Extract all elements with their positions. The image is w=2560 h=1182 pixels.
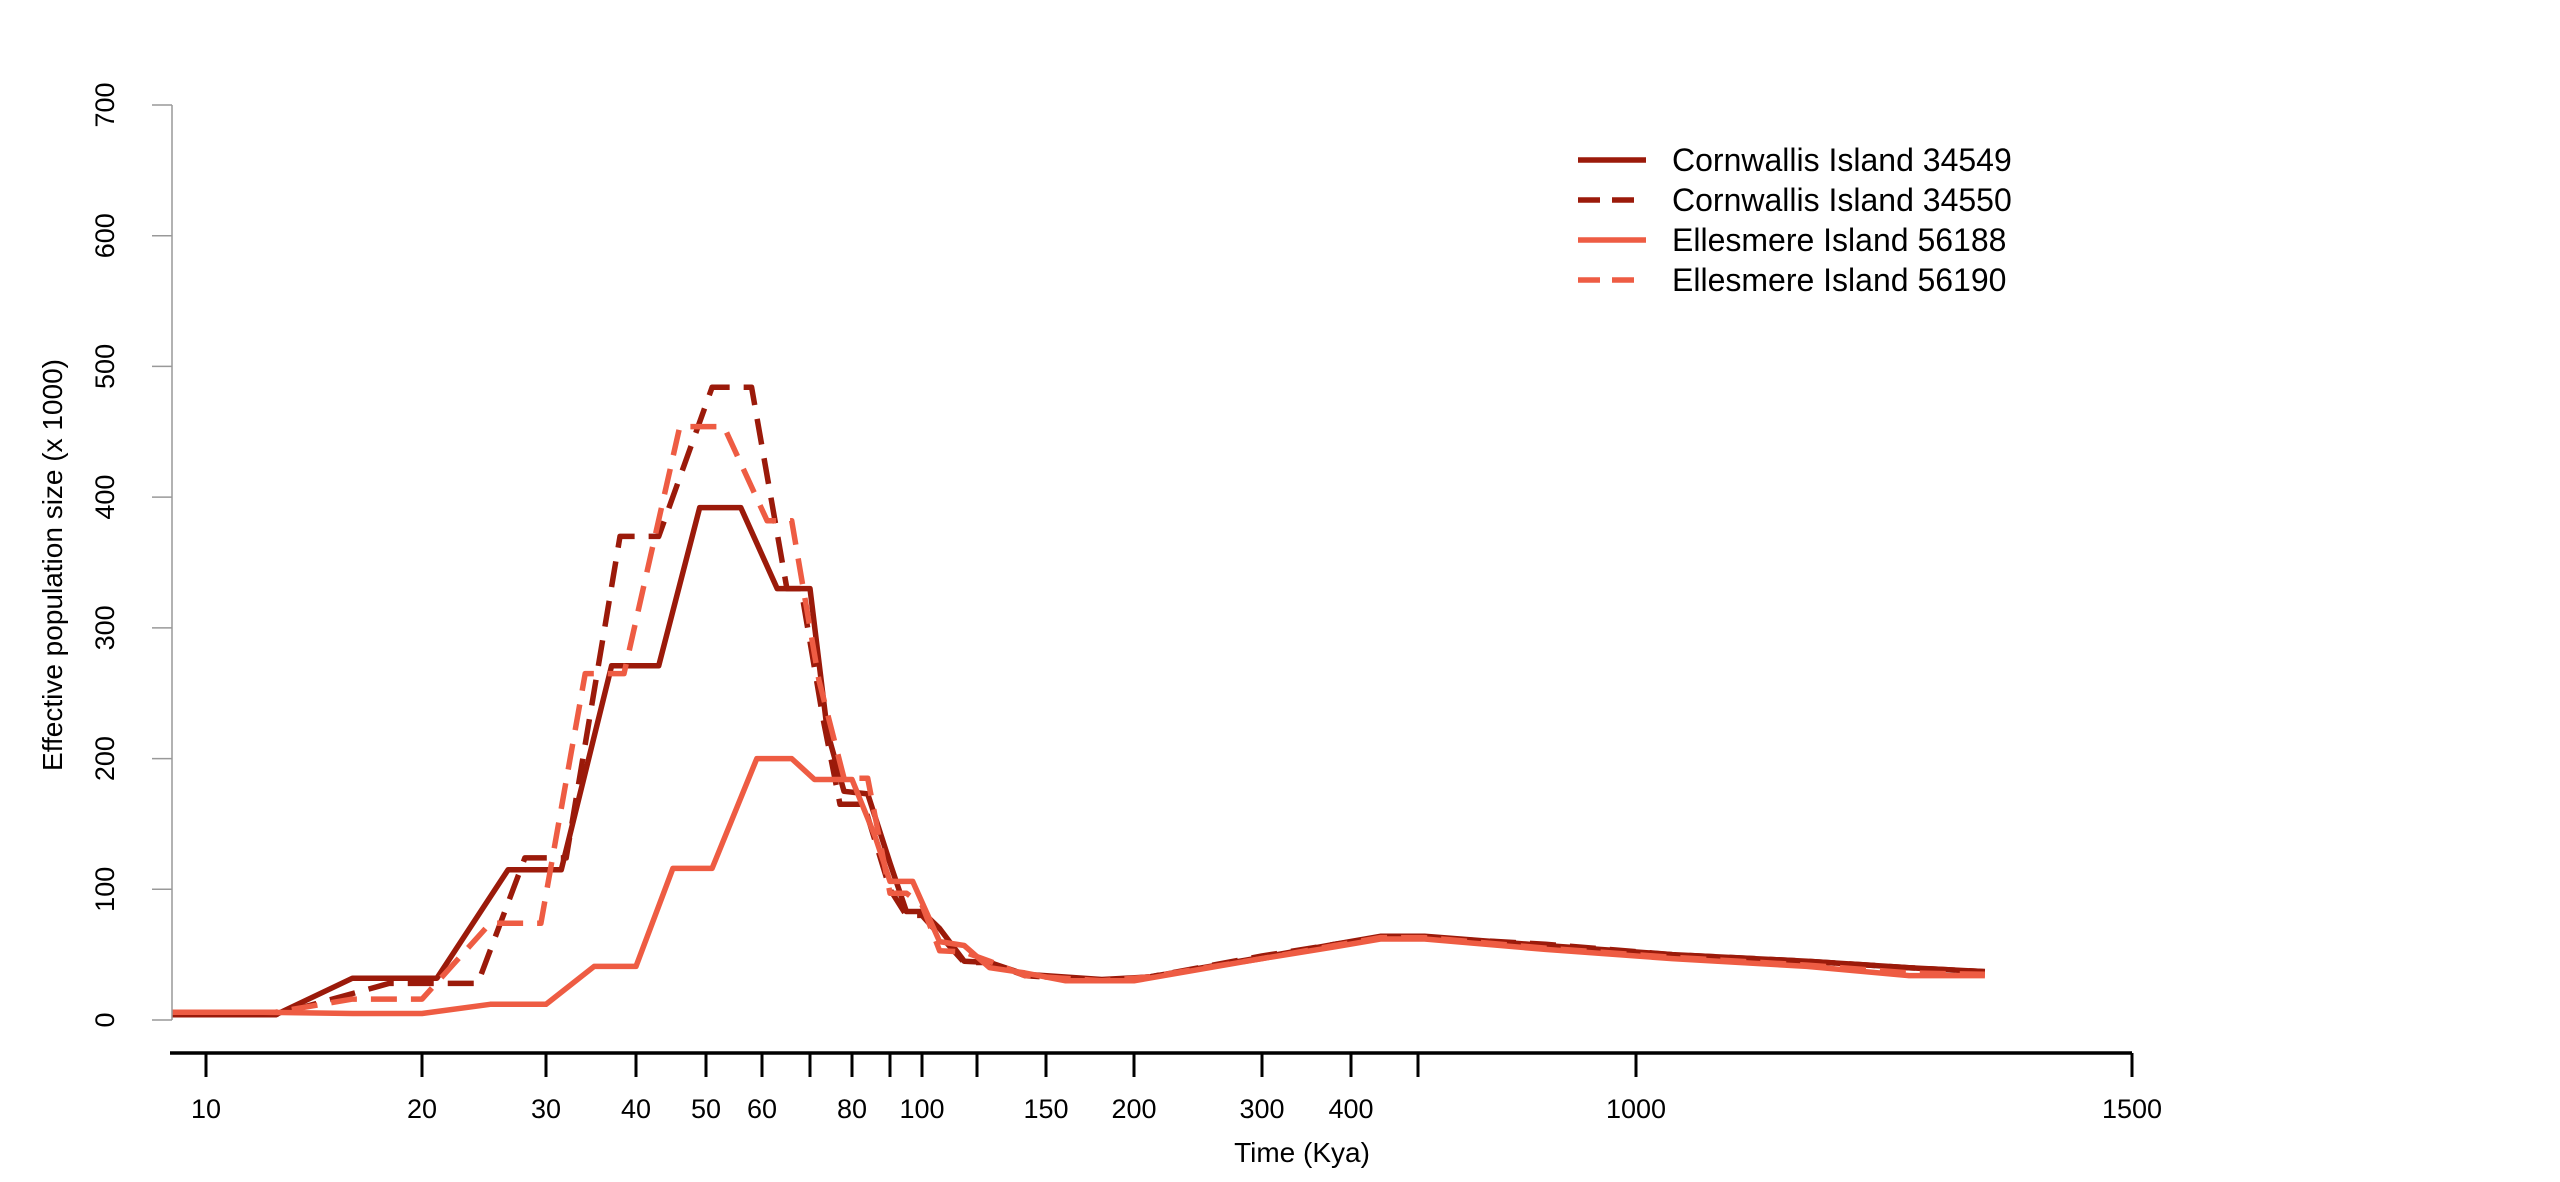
x-tick-label: 1000 bbox=[1606, 1094, 1666, 1124]
legend-label: Ellesmere Island 56188 bbox=[1672, 222, 2006, 258]
plot-series bbox=[172, 384, 1986, 1018]
y-tick-label: 200 bbox=[90, 736, 120, 781]
y-axis-ticks: 0 100 200 300 400 500 600 700 bbox=[90, 82, 172, 1028]
y-tick-label: 300 bbox=[90, 605, 120, 650]
y-tick-label: 0 bbox=[90, 1012, 120, 1027]
x-tick-label: 400 bbox=[1328, 1094, 1373, 1124]
series-line-1 bbox=[172, 504, 1986, 1018]
y-tick-label: 700 bbox=[90, 82, 120, 127]
y-tick-label: 100 bbox=[90, 867, 120, 912]
legend-label: Cornwallis Island 34550 bbox=[1672, 182, 2012, 218]
y-axis-title: Effective population size (x 1000) bbox=[37, 359, 68, 771]
x-tick-label: 30 bbox=[531, 1094, 561, 1124]
legend: Cornwallis Island 34549 Cornwallis Island… bbox=[1578, 142, 2012, 298]
x-tick-label: 10 bbox=[191, 1094, 221, 1124]
x-tick-label: 20 bbox=[407, 1094, 437, 1124]
series-line-2 bbox=[172, 384, 1986, 1018]
x-tick-label: 50 bbox=[691, 1094, 721, 1124]
x-axis-title: Time (Kya) bbox=[1234, 1137, 1370, 1168]
x-tick-label: 300 bbox=[1239, 1094, 1284, 1124]
y-tick-label: 600 bbox=[90, 213, 120, 258]
x-tick-label: 200 bbox=[1111, 1094, 1156, 1124]
x-axis-ticks: 10 20 30 40 50 60 80 100 150 200 300 400 1000 1500 bbox=[191, 1053, 2162, 1124]
y-tick-label: 500 bbox=[90, 344, 120, 389]
x-tick-label: 80 bbox=[837, 1094, 867, 1124]
x-tick-label: 100 bbox=[899, 1094, 944, 1124]
x-tick-label: 150 bbox=[1023, 1094, 1068, 1124]
x-tick-label: 60 bbox=[747, 1094, 777, 1124]
y-tick-label: 400 bbox=[90, 475, 120, 520]
legend-label: Ellesmere Island 56190 bbox=[1672, 262, 2006, 298]
x-tick-label: 1500 bbox=[2102, 1094, 2162, 1124]
x-tick-label: 40 bbox=[621, 1094, 651, 1124]
legend-label: Cornwallis Island 34549 bbox=[1672, 142, 2012, 178]
series-line-4 bbox=[172, 423, 1985, 1015]
